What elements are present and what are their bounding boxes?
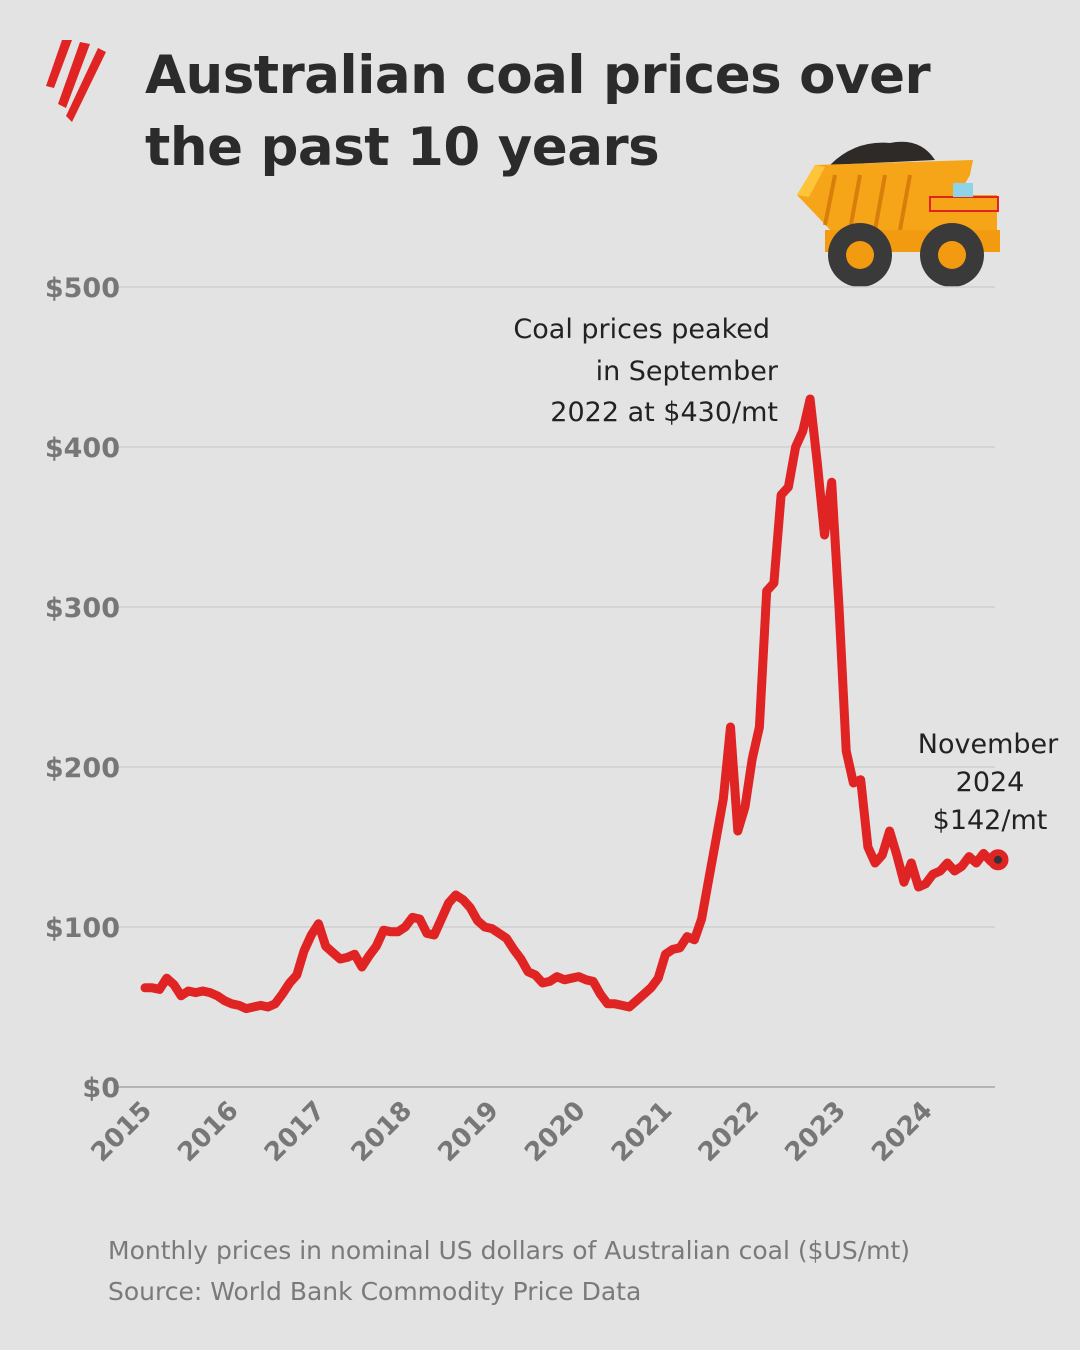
y-tick-label: $400	[45, 433, 120, 464]
peak-annotation-line-2: in September	[596, 356, 779, 387]
x-tick-label: 2020	[519, 1096, 591, 1168]
y-tick-label: $300	[45, 593, 120, 624]
x-tick-label: 2016	[172, 1096, 244, 1168]
x-tick-label: 2019	[433, 1096, 505, 1168]
y-tick-label: $200	[45, 753, 120, 784]
page-title: Australian coal prices over the past 10 …	[145, 45, 931, 178]
y-tick-label: $100	[45, 913, 120, 944]
x-tick-label: 2024	[866, 1096, 938, 1168]
end-annotation-line-3: $142/mt	[933, 805, 1048, 836]
end-point-dot	[994, 855, 1002, 864]
y-tick-label: $0	[82, 1073, 120, 1104]
x-tick-label: 2015	[86, 1096, 158, 1168]
footer-source: Source: World Bank Commodity Price Data	[108, 1277, 642, 1306]
sbs-logo-icon	[46, 40, 106, 122]
footer-note: Monthly prices in nominal US dollars of …	[108, 1236, 911, 1265]
price-series-line	[140, 394, 1003, 1014]
x-tick-label: 2021	[606, 1096, 678, 1168]
end-annotation-line-1: November	[918, 729, 1059, 760]
dump-truck-icon	[797, 141, 1000, 287]
footer: Monthly prices in nominal US dollars of …	[108, 1230, 910, 1312]
x-tick-label: 2018	[346, 1096, 418, 1168]
x-tick-label: 2023	[780, 1096, 852, 1168]
end-annotation-line-2: 2024	[956, 767, 1025, 798]
x-tick-label: 2017	[259, 1096, 331, 1168]
peak-annotation-line-1: Coal prices peaked	[513, 314, 770, 345]
x-tick-label: 2022	[693, 1096, 765, 1168]
peak-annotation-line-3: 2022 at $430/mt	[550, 397, 778, 428]
y-tick-label: $500	[45, 273, 120, 304]
